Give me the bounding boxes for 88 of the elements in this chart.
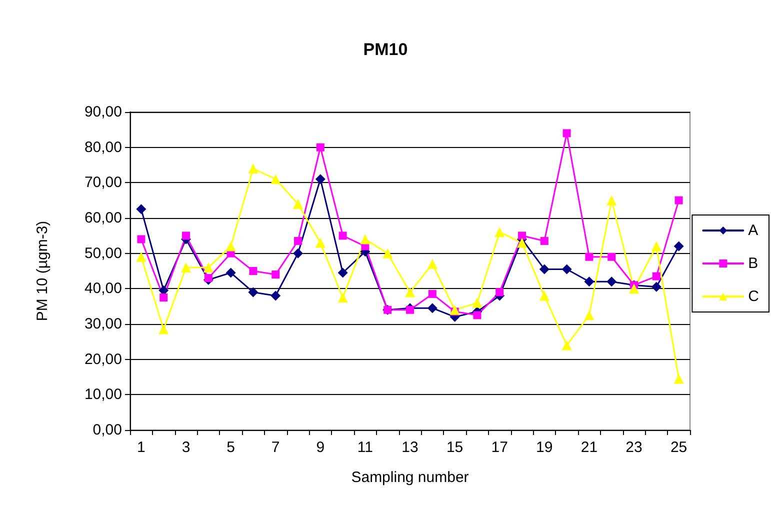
x-tick-label: 1 <box>137 439 146 456</box>
x-tick-label: 5 <box>226 439 235 456</box>
point <box>272 270 280 279</box>
point <box>674 196 683 204</box>
y-tick-label: 70,00 <box>84 174 122 192</box>
point <box>360 234 370 244</box>
y-tick-label: 40,00 <box>84 280 122 298</box>
point <box>137 235 146 244</box>
x-tick-label: 17 <box>491 439 508 456</box>
point <box>158 324 169 334</box>
point <box>315 174 326 184</box>
point <box>473 311 482 320</box>
point <box>652 272 660 280</box>
y-tick-label: 80,00 <box>84 138 122 156</box>
point <box>181 262 191 272</box>
point <box>674 374 684 384</box>
point <box>584 276 594 287</box>
chart-title: PM10 <box>363 40 408 59</box>
point <box>494 227 505 238</box>
point <box>629 284 639 294</box>
point <box>226 241 236 252</box>
point <box>606 276 617 287</box>
point <box>517 238 527 248</box>
point <box>248 287 258 298</box>
point <box>270 290 281 301</box>
point <box>316 143 324 152</box>
y-axis-title: PM 10 (µgm-3) <box>34 220 51 322</box>
y-tick-label: 60,00 <box>84 210 122 226</box>
point <box>674 241 684 252</box>
point <box>539 290 550 301</box>
point <box>562 129 571 138</box>
point <box>472 298 482 308</box>
point <box>540 236 548 245</box>
point <box>293 248 303 258</box>
point <box>136 204 146 214</box>
point <box>382 248 393 258</box>
x-axis-title: Sampling number <box>351 469 469 486</box>
point <box>584 310 594 320</box>
point <box>293 198 303 209</box>
point <box>427 303 438 314</box>
x-tick-label: 25 <box>670 439 688 456</box>
point <box>427 258 438 269</box>
legend-label: C <box>748 288 760 305</box>
x-tick-label: 23 <box>626 439 642 456</box>
legend-label: B <box>748 255 758 272</box>
point <box>562 264 572 274</box>
point <box>249 267 258 275</box>
point <box>226 268 236 278</box>
point <box>428 290 436 298</box>
point <box>338 292 348 302</box>
point <box>608 252 616 261</box>
point <box>204 274 212 282</box>
point <box>405 287 415 298</box>
point <box>136 252 146 262</box>
point <box>406 306 414 314</box>
point <box>562 340 572 350</box>
point <box>248 164 258 174</box>
point <box>585 252 594 261</box>
point <box>294 236 302 245</box>
point <box>338 268 348 278</box>
x-tick-label: 13 <box>402 439 418 456</box>
x-tick-label: 7 <box>271 439 280 456</box>
legend-label: A <box>748 222 758 239</box>
y-tick-label: 90,00 <box>84 104 122 120</box>
x-tick-label: 19 <box>536 439 553 456</box>
x-tick-label: 15 <box>446 439 464 456</box>
y-tick-label: 0,00 <box>92 422 122 438</box>
x-tick-label: 21 <box>580 439 598 456</box>
point <box>203 262 214 272</box>
y-tick-label: 10,00 <box>84 386 122 404</box>
y-tick-label: 50,00 <box>84 244 122 262</box>
point <box>539 264 550 274</box>
point <box>651 282 662 292</box>
point <box>450 304 460 315</box>
point <box>338 232 347 240</box>
y-tick-label: 20,00 <box>84 350 122 368</box>
x-tick-label: 9 <box>316 439 325 456</box>
point <box>160 294 168 302</box>
point <box>182 232 190 240</box>
x-tick-label: 3 <box>182 439 190 456</box>
point <box>270 174 281 184</box>
y-tick-label: 30,00 <box>84 316 122 332</box>
point <box>518 232 526 240</box>
point <box>606 195 617 206</box>
x-tick-label: 11 <box>357 439 373 456</box>
point <box>496 288 504 296</box>
point <box>651 241 662 252</box>
point <box>315 238 326 248</box>
